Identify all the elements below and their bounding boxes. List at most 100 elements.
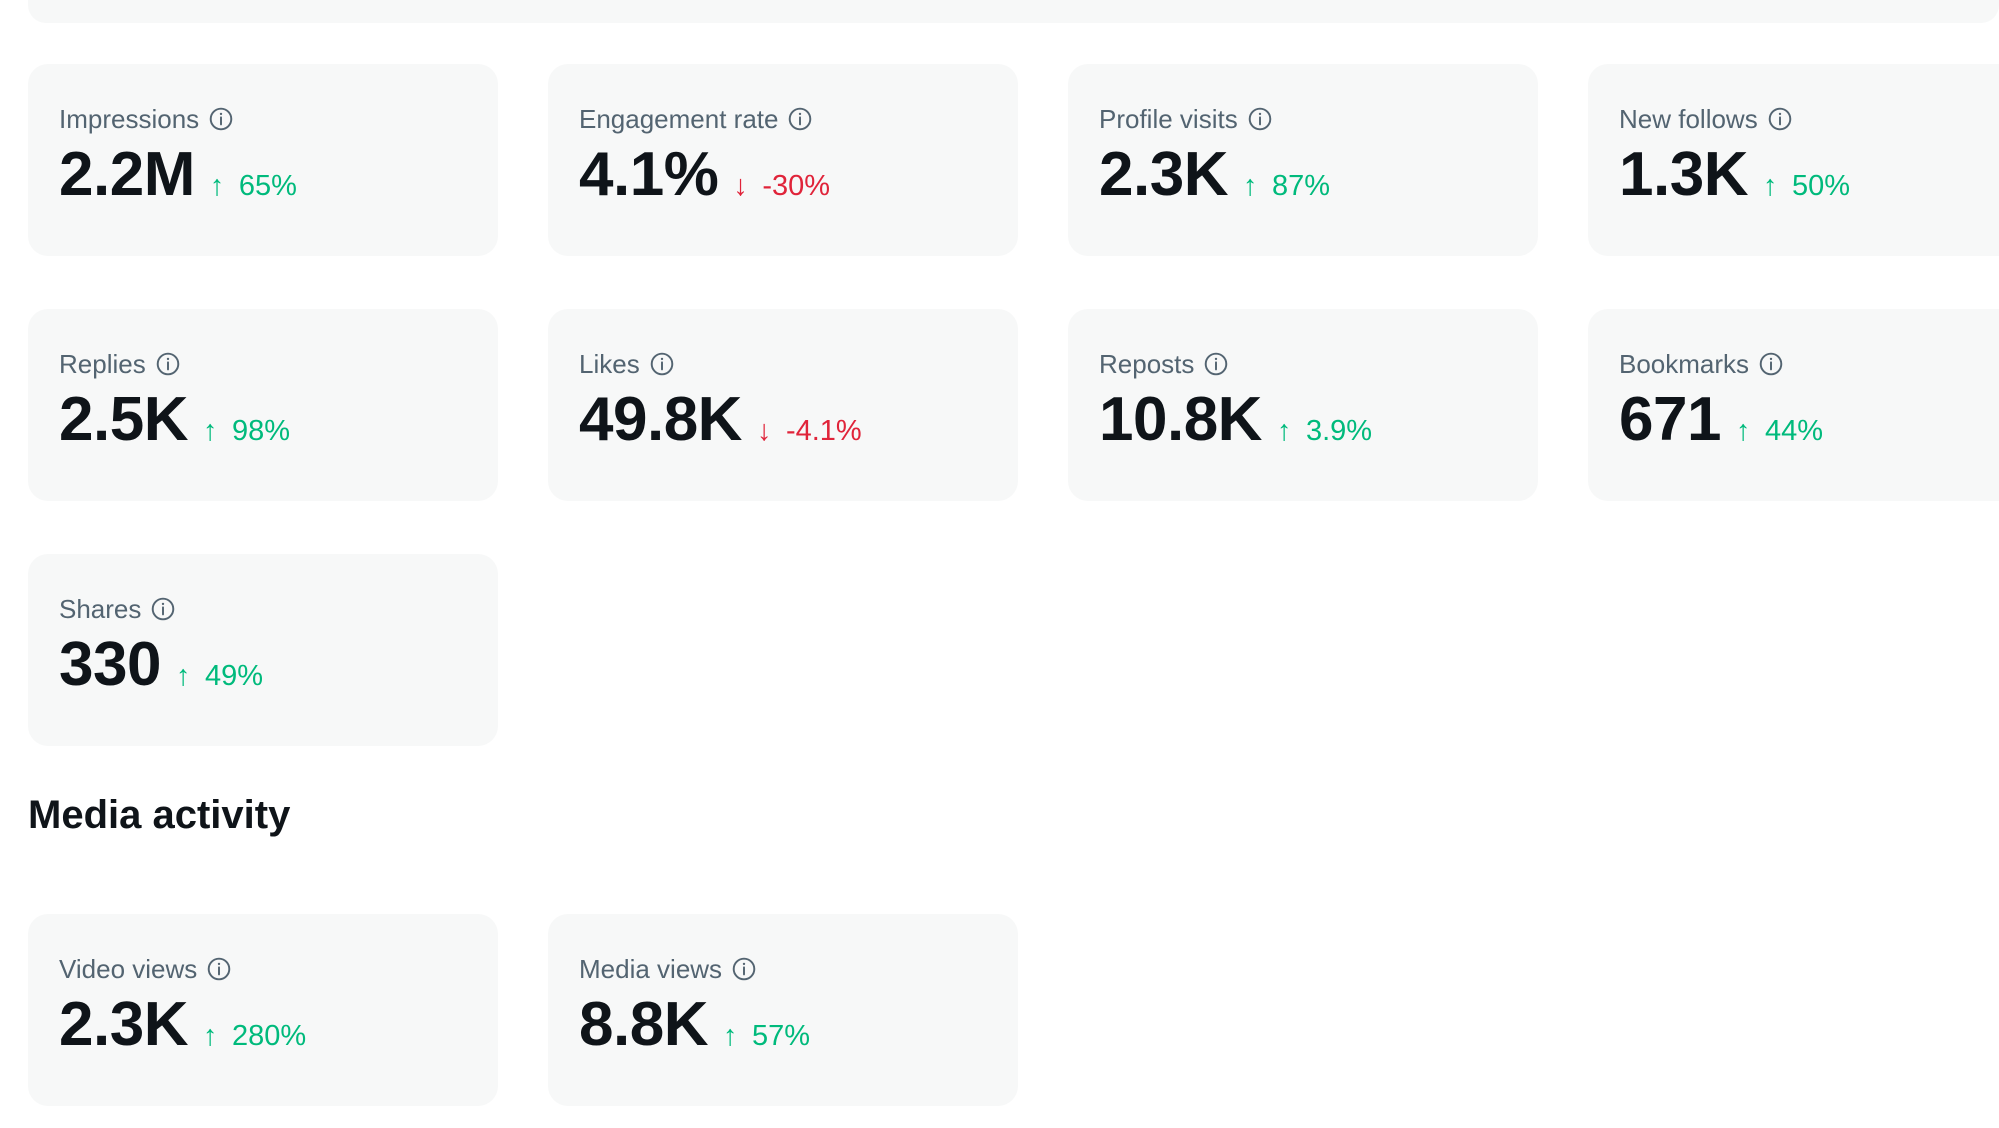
metric-label: Engagement rate [579, 104, 779, 134]
metric-value: 10.8K [1099, 385, 1262, 454]
metric-delta-text: -30% [762, 170, 831, 202]
overview-metrics-grid: Impressions 2.2M ↑ 65% Engagement rate [28, 64, 1999, 746]
info-icon[interactable] [1758, 351, 1784, 377]
metric-value: 1.3K [1619, 140, 1748, 209]
info-icon[interactable] [787, 106, 813, 132]
metric-card-header: Impressions [59, 102, 498, 136]
top-panel [28, 0, 1999, 23]
metric-card-body: 2.2M ↑ 65% [59, 142, 498, 208]
metric-delta: ↑ 50% [1763, 170, 1850, 203]
metric-value: 330 [59, 630, 161, 699]
metric-delta: ↓ -4.1% [757, 415, 862, 448]
arrow-up-icon: ↑ [722, 1020, 738, 1052]
metric-card-body: 4.1% ↓ -30% [579, 142, 1018, 208]
metric-delta-text: 44% [1764, 415, 1823, 447]
metric-card-media-views[interactable]: Media views 8.8K ↑ 57% [548, 914, 1018, 1106]
arrow-up-icon: ↑ [202, 415, 218, 447]
info-icon[interactable] [731, 956, 757, 982]
info-icon[interactable] [150, 596, 176, 622]
metric-card-header: Reposts [1099, 347, 1538, 381]
metric-value: 671 [1619, 385, 1721, 454]
metric-card-header: Engagement rate [579, 102, 1018, 136]
metric-value: 49.8K [579, 385, 742, 454]
info-icon[interactable] [1247, 106, 1273, 132]
metric-label: Reposts [1099, 349, 1195, 379]
metric-card-reposts[interactable]: Reposts 10.8K ↑ 3.9% [1068, 309, 1538, 501]
metric-delta-text: 280% [231, 1020, 307, 1052]
metric-value: 8.8K [579, 990, 708, 1059]
metric-value: 2.3K [1099, 140, 1228, 209]
metric-delta-text: 50% [1791, 170, 1851, 202]
metric-card-body: 49.8K ↓ -4.1% [579, 387, 1018, 453]
metric-label: Media views [579, 954, 723, 984]
metric-card-replies[interactable]: Replies 2.5K ↑ 98% [28, 309, 498, 501]
metric-card-header: Likes [579, 347, 1018, 381]
metric-card-impressions[interactable]: Impressions 2.2M ↑ 65% [28, 64, 498, 256]
metric-card-header: New follows [1619, 102, 1999, 136]
metric-delta-text: 3.9% [1305, 415, 1373, 447]
info-icon[interactable] [649, 351, 675, 377]
metric-card-header: Profile visits [1099, 102, 1538, 136]
section-title-media-activity: Media activity [28, 793, 291, 837]
metric-value: 4.1% [579, 140, 719, 209]
metric-card-body: 330 ↑ 49% [59, 632, 498, 698]
info-icon[interactable] [1767, 106, 1793, 132]
metric-delta-text: 87% [1271, 170, 1331, 202]
metric-delta-text: 57% [751, 1020, 811, 1052]
arrow-up-icon: ↑ [1735, 415, 1751, 447]
metric-delta-text: -4.1% [785, 415, 862, 447]
arrow-down-icon: ↓ [756, 415, 772, 447]
metric-card-body: 2.3K ↑ 87% [1099, 142, 1538, 208]
arrow-up-icon: ↑ [1242, 170, 1258, 202]
metric-card-likes[interactable]: Likes 49.8K ↓ -4.1% [548, 309, 1018, 501]
metric-delta: ↓ -30% [733, 170, 830, 203]
arrow-up-icon: ↑ [1276, 415, 1292, 447]
metric-delta: ↑ 57% [723, 1020, 810, 1053]
metric-delta: ↑ 87% [1243, 170, 1330, 203]
metric-card-body: 10.8K ↑ 3.9% [1099, 387, 1538, 453]
info-icon[interactable] [1203, 351, 1229, 377]
metric-label: Replies [59, 349, 146, 379]
arrow-down-icon: ↓ [733, 170, 748, 202]
metric-value: 2.5K [59, 385, 188, 454]
metric-card-header: Bookmarks [1619, 347, 1999, 381]
metric-card-shares[interactable]: Shares 330 ↑ 49% [28, 554, 498, 746]
metric-label: Shares [59, 594, 142, 624]
metric-delta: ↑ 98% [203, 415, 290, 448]
metric-label: Video views [59, 954, 198, 984]
info-icon[interactable] [208, 106, 234, 132]
metric-card-bookmarks[interactable]: Bookmarks 671 ↑ 44% [1588, 309, 1999, 501]
metric-delta-text: 98% [231, 415, 291, 447]
metric-label: Impressions [59, 104, 200, 134]
metric-delta: ↑ 65% [210, 170, 297, 203]
arrow-up-icon: ↑ [175, 660, 191, 692]
info-icon[interactable] [155, 351, 181, 377]
metric-card-body: 1.3K ↑ 50% [1619, 142, 1999, 208]
metric-card-body: 8.8K ↑ 57% [579, 992, 1018, 1058]
metric-delta: ↑ 280% [203, 1020, 306, 1053]
metric-label: Bookmarks [1619, 349, 1750, 379]
metric-label: New follows [1619, 104, 1758, 134]
metric-delta: ↑ 49% [176, 660, 263, 693]
metric-delta-text: 49% [204, 660, 263, 692]
metric-label: Profile visits [1099, 104, 1238, 134]
info-icon[interactable] [206, 956, 232, 982]
arrow-up-icon: ↑ [202, 1020, 218, 1052]
metric-card-engagement-rate[interactable]: Engagement rate 4.1% ↓ -30% [548, 64, 1018, 256]
metric-card-body: 2.5K ↑ 98% [59, 387, 498, 453]
metric-card-new-follows[interactable]: New follows 1.3K ↑ 50% [1588, 64, 1999, 256]
metric-delta: ↑ 44% [1736, 415, 1823, 448]
metric-card-body: 2.3K ↑ 280% [59, 992, 498, 1058]
media-metrics-grid: Video views 2.3K ↑ 280% Media views [28, 914, 1999, 1106]
metric-card-header: Shares [59, 592, 498, 626]
metric-value: 2.2M [59, 140, 195, 209]
metric-card-header: Replies [59, 347, 498, 381]
metric-card-header: Media views [579, 952, 1018, 986]
metric-card-video-views[interactable]: Video views 2.3K ↑ 280% [28, 914, 498, 1106]
arrow-up-icon: ↑ [1762, 170, 1778, 202]
metric-value: 2.3K [59, 990, 188, 1059]
metric-card-header: Video views [59, 952, 498, 986]
metric-card-profile-visits[interactable]: Profile visits 2.3K ↑ 87% [1068, 64, 1538, 256]
metric-card-body: 671 ↑ 44% [1619, 387, 1999, 453]
